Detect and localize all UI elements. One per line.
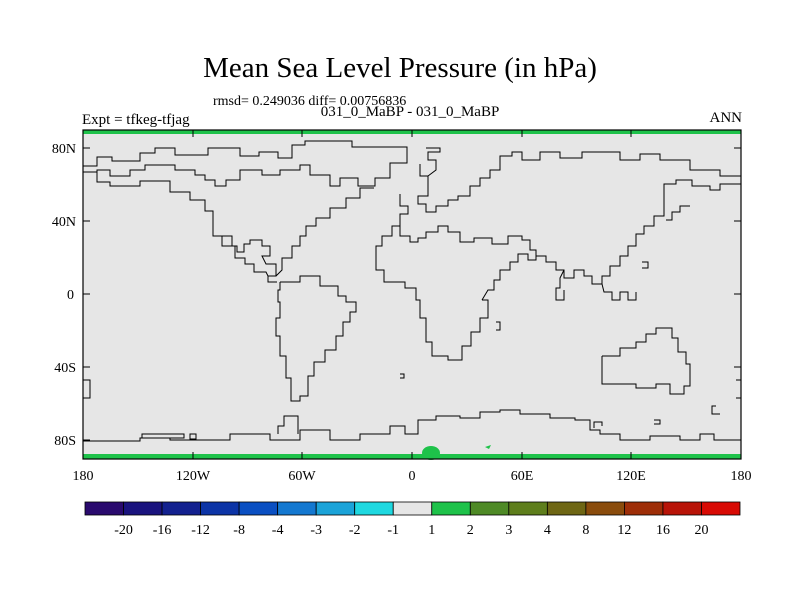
lon-label-180e: 180: [731, 469, 752, 484]
lon-label-180w: 180: [73, 469, 94, 484]
colorbar-swatch: [315, 501, 356, 516]
colorbar-label: 8: [582, 523, 589, 538]
colorbar-swatch: [392, 501, 433, 516]
anomaly-patch-antarctica: [422, 446, 440, 460]
map-background: [83, 130, 741, 459]
colorbar-label: 3: [505, 523, 512, 538]
plot-title: Mean Sea Level Pressure (in hPa): [203, 52, 597, 84]
colorbar-swatch: [624, 501, 664, 516]
lon-label-120w: 120W: [176, 469, 211, 484]
colorbar-swatch: [200, 501, 240, 516]
colorbar-swatch: [662, 501, 702, 516]
coastlines: [83, 140, 742, 442]
colorbar-label: -2: [349, 523, 361, 538]
colorbar-label: 12: [617, 523, 631, 538]
lon-label-60w: 60W: [288, 469, 316, 484]
colorbar-label: 4: [544, 523, 551, 538]
colorbar-swatch: [123, 501, 163, 516]
lat-ticks: [83, 147, 741, 441]
colorbar-label: 16: [656, 523, 670, 538]
colorbar-label: -4: [272, 523, 284, 538]
lat-label-40n: 40N: [52, 215, 76, 230]
lat-label-80s: 80S: [54, 434, 76, 449]
anomaly-patch-small: [485, 445, 491, 449]
colorbar-label: 1: [428, 523, 435, 538]
colorbar-swatch: [161, 501, 201, 516]
lon-label-60e: 60E: [511, 469, 534, 484]
lon-label-0: 0: [409, 469, 416, 484]
colorbar-label: -12: [191, 523, 210, 538]
lon-ticks: [82, 130, 742, 459]
colorbar-swatch: [277, 501, 317, 516]
colorbar-swatch: [431, 501, 471, 516]
colorbar-label: -20: [114, 523, 133, 538]
stats-line: rmsd= 0.249036 diff= 0.00756836: [213, 94, 407, 109]
experiment-label: Expt = tfkeg-tfjag: [82, 112, 190, 128]
plot-subtitle: 031_0_MaBP - 031_0_MaBP: [320, 104, 500, 120]
colorbar-swatch: [238, 501, 279, 516]
colorbar-label: -16: [153, 523, 172, 538]
colorbar: -20 -16 -12 -8 -4 -3 -2 -1 1 2 3 4 8 12 16 20: [84, 501, 741, 538]
colorbar-swatch: [469, 501, 510, 516]
lat-label-0: 0: [67, 288, 74, 303]
season-label: ANN: [709, 110, 743, 126]
colorbar-swatch: [546, 501, 587, 516]
lat-label-40s: 40S: [54, 361, 76, 376]
colorbar-label: 2: [467, 523, 474, 538]
colorbar-swatch: [508, 501, 548, 516]
colorbar-label: -3: [310, 523, 322, 538]
colorbar-swatch: [84, 501, 124, 516]
colorbar-swatch: [354, 501, 394, 516]
lat-label-80n: 80N: [52, 142, 76, 157]
colorbar-swatch: [585, 501, 625, 516]
lon-label-120e: 120E: [616, 469, 646, 484]
colorbar-label: 20: [694, 523, 708, 538]
colorbar-label: -8: [233, 523, 245, 538]
colorbar-label: -1: [387, 523, 399, 538]
colorbar-swatch: [701, 501, 741, 516]
